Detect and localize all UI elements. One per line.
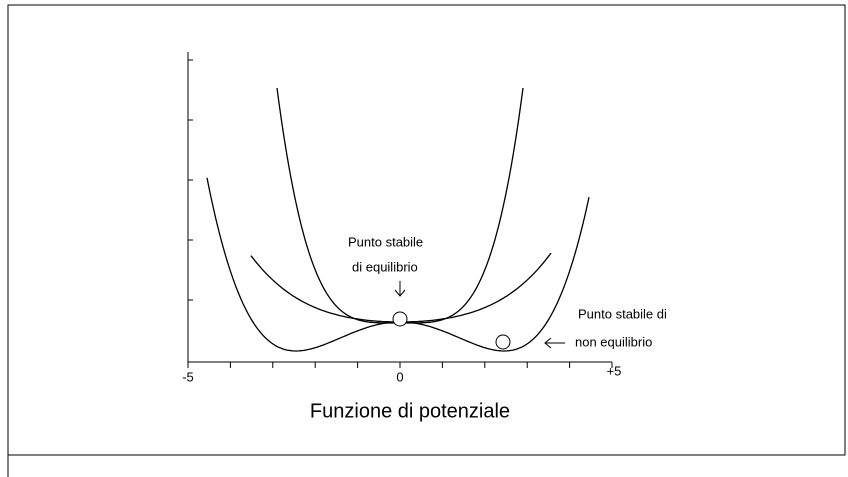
annotation: di equilibrio (352, 259, 418, 274)
stable-ball (392, 311, 408, 327)
curves (206, 87, 590, 352)
title: Funzione di potenziale (310, 400, 510, 422)
arrow-left (544, 337, 565, 349)
annotation: non equilibrio (575, 334, 652, 349)
frame (7, 4, 846, 456)
x-label: 0 (396, 369, 403, 384)
annotation: Punto stabile di (578, 306, 667, 321)
unstable-ball (495, 334, 511, 350)
arrow-down (394, 281, 406, 297)
x-label: +5 (607, 363, 622, 378)
x-label: -5 (182, 369, 194, 384)
axes (187, 52, 613, 368)
annotation: Punto stabile (348, 234, 423, 249)
